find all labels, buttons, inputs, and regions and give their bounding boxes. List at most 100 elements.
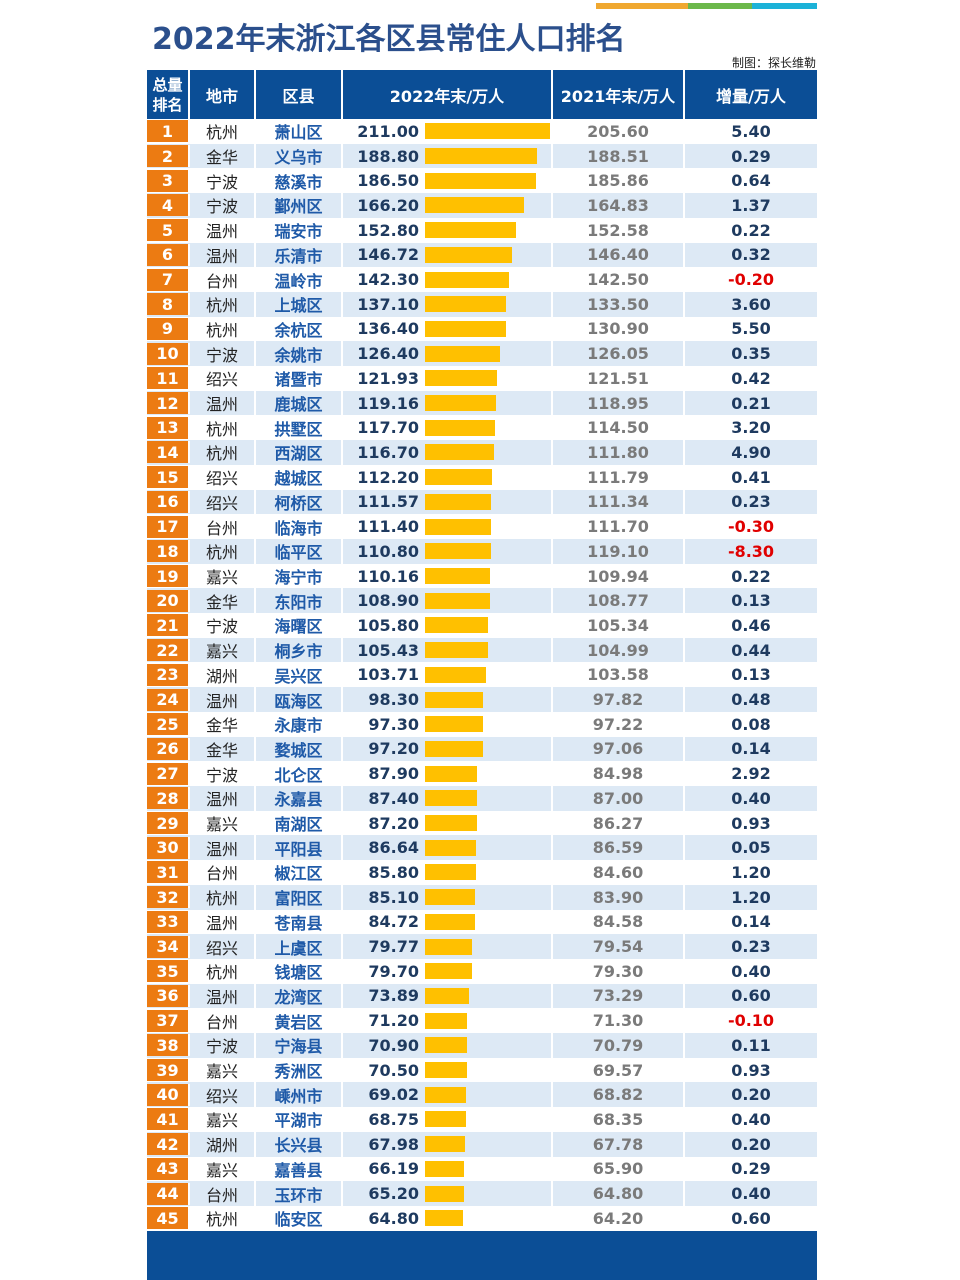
value-2022-bar	[425, 568, 491, 584]
value-2022-bar	[425, 790, 477, 807]
value-2022: 67.98	[368, 1134, 419, 1154]
value-2022: 166.20	[357, 195, 419, 215]
value-2022-bar	[425, 913, 476, 930]
city-cell: 温州	[190, 983, 256, 1009]
delta-cell: 0.20	[731, 1085, 771, 1105]
value-2022-cell: 65.20	[343, 1181, 553, 1206]
value-2022-bar	[425, 765, 478, 782]
rank-badge: 5	[147, 219, 190, 242]
delta-cell: 0.93	[731, 813, 771, 833]
value-2022-cell: 108.90	[343, 588, 553, 614]
city-cell: 杭州	[190, 958, 256, 984]
value-2022: 85.10	[368, 887, 419, 907]
value-2022: 85.80	[368, 862, 419, 882]
table-row: 30 温州 平阳县 86.64 86.59 0.05	[147, 835, 817, 861]
city-cell: 湖州	[190, 662, 256, 688]
rank-badge: 23	[147, 663, 190, 686]
value-2022: 186.50	[357, 171, 419, 191]
value-2021-cell: 71.30	[553, 1008, 685, 1034]
value-2021-cell: 111.34	[553, 489, 685, 515]
table-row: 5 温州 瑞安市 152.80 152.58 0.22	[147, 217, 817, 243]
district-cell: 婺城区	[256, 736, 343, 762]
value-2022-cell: 87.90	[343, 761, 553, 786]
rank-badge: 15	[147, 466, 190, 489]
city-cell: 杭州	[190, 291, 256, 317]
value-2022-bar	[425, 469, 492, 486]
value-2022-cell: 86.64	[343, 835, 553, 861]
delta-cell: -0.20	[727, 270, 775, 290]
value-2022-cell: 87.40	[343, 785, 553, 811]
table-row: 17 台州 临海市 111.40 111.70 -0.30	[147, 514, 817, 539]
rank-badge: 11	[147, 367, 190, 390]
value-2022: 126.40	[357, 344, 419, 364]
district-cell: 临海市	[256, 514, 343, 539]
city-cell: 嘉兴	[190, 810, 256, 836]
delta-cell: 3.60	[731, 294, 771, 314]
district-cell: 诸暨市	[256, 366, 343, 391]
rank-badge: 25	[147, 713, 190, 736]
value-2021-cell: 146.40	[553, 242, 685, 268]
district-cell: 海宁市	[256, 563, 343, 589]
delta-cell: 0.46	[731, 615, 771, 635]
value-2021-cell: 97.82	[553, 687, 685, 712]
value-2022-cell: 211.00	[343, 119, 553, 144]
value-2021-cell: 65.90	[553, 1156, 685, 1182]
value-2021-cell: 114.50	[553, 415, 685, 441]
table-row: 1 杭州 萧山区 211.00 205.60 5.40	[147, 119, 817, 144]
table-row: 42 湖州 长兴县 67.98 67.78 0.20	[147, 1131, 817, 1157]
value-2022-cell: 70.50	[343, 1057, 553, 1083]
value-2021-cell: 111.79	[553, 464, 685, 490]
table-row: 36 温州 龙湾区 73.89 73.29 0.60	[147, 983, 817, 1009]
delta-cell: 0.29	[731, 1159, 771, 1179]
value-2022-cell: 70.90	[343, 1033, 553, 1058]
district-cell: 长兴县	[256, 1131, 343, 1157]
value-2022-cell: 71.20	[343, 1008, 553, 1034]
value-2022-bar	[425, 246, 512, 263]
value-2021-cell: 86.27	[553, 810, 685, 836]
city-cell: 绍兴	[190, 366, 256, 391]
delta-cell: 0.32	[731, 245, 771, 265]
table-body: 1 杭州 萧山区 211.00 205.60 5.40 2 金华 义乌市 188.80 188.51…	[147, 119, 817, 1231]
value-2022: 152.80	[357, 220, 419, 240]
footer-band	[147, 1231, 817, 1280]
value-2021-cell: 86.59	[553, 835, 685, 861]
table-row: 40 绍兴 嵊州市 69.02 68.82 0.20	[147, 1082, 817, 1108]
value-2021-cell: 68.82	[553, 1082, 685, 1108]
district-cell: 越城区	[256, 464, 343, 490]
city-cell: 湖州	[190, 1131, 256, 1157]
credit: 制图：探长维勒	[731, 56, 816, 70]
district-cell: 温岭市	[256, 267, 343, 292]
table-row: 14 杭州 西湖区 116.70 111.80 4.90	[147, 440, 817, 465]
value-2022-cell: 110.80	[343, 538, 553, 564]
table-row: 15 绍兴 越城区 112.20 111.79 0.41	[147, 464, 817, 490]
rank-badge: 32	[147, 886, 190, 909]
rank-badge: 6	[147, 243, 190, 266]
value-2022: 65.20	[368, 1184, 419, 1204]
city-cell: 嘉兴	[190, 1057, 256, 1083]
city-cell: 杭州	[190, 538, 256, 564]
rank-badge: 17	[147, 515, 190, 538]
value-2022-bar	[425, 815, 477, 832]
district-cell: 临平区	[256, 538, 343, 564]
district-cell: 嵊州市	[256, 1082, 343, 1108]
value-2021-cell: 103.58	[553, 662, 685, 688]
value-2022: 136.40	[357, 319, 419, 339]
value-2022-cell: 119.16	[343, 390, 553, 416]
delta-cell: 0.40	[731, 788, 771, 808]
value-2021-cell: 69.57	[553, 1057, 685, 1083]
value-2022-cell: 186.50	[343, 168, 553, 194]
delta-cell: 0.93	[731, 1060, 771, 1080]
rank-badge: 27	[147, 762, 190, 785]
city-cell: 杭州	[190, 884, 256, 910]
value-2021-cell: 108.77	[553, 588, 685, 614]
rank-badge: 38	[147, 1034, 190, 1057]
value-2022: 98.30	[368, 690, 419, 710]
value-2022-bar	[425, 419, 495, 436]
value-2021-cell: 64.20	[553, 1205, 685, 1231]
value-2022: 105.80	[357, 615, 419, 635]
header-2021: 2021年末/万人	[553, 70, 685, 119]
value-2022-bar	[425, 172, 536, 189]
value-2022: 66.19	[368, 1159, 419, 1179]
district-cell: 北仑区	[256, 761, 343, 786]
value-2021-cell: 111.80	[553, 440, 685, 465]
